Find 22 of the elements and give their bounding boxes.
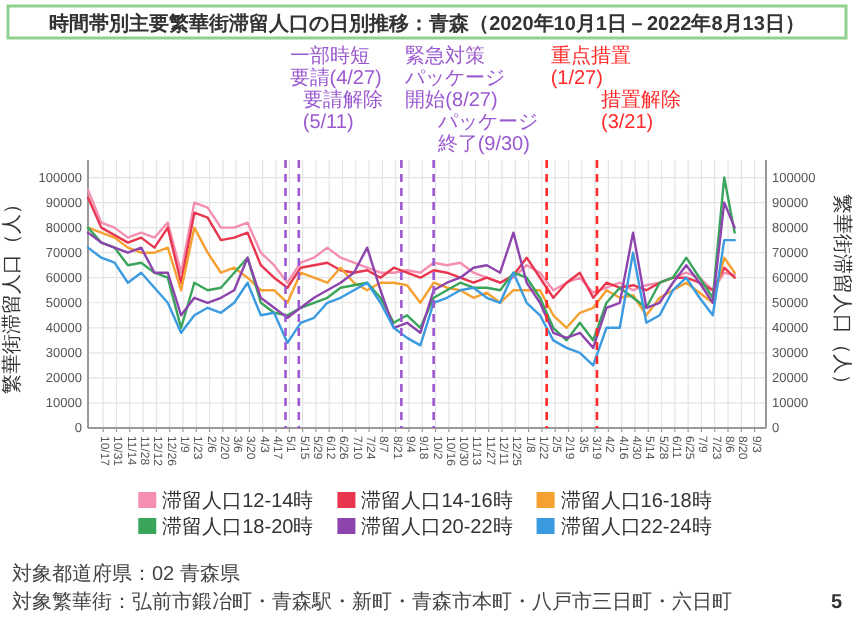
y2-axis-title: 繁華街滞留人口（人） (830, 194, 854, 394)
legend-label: 滞留人口12-14時 (162, 489, 314, 513)
legend-label: 滞留人口22-24時 (560, 515, 712, 539)
ref-line-label: 重点措置(1/27) (550, 44, 631, 90)
text: 対象繁華街：弘前市鍛冶町・青森駅・新町・青森市本町・八戸市三日町・六日町 (12, 590, 732, 614)
ref-line-label: パッケージ終了(9/30) (435, 112, 538, 156)
y-axis-title: 繁華街滞留人口（人） (0, 194, 24, 394)
line-series (86, 201, 736, 350)
ref-line-label: 要請解除(5/11) (302, 88, 383, 134)
ref-line-label: 緊急対策パッケージ開始(8/27) (403, 44, 506, 112)
legend-label: 滞留人口20-22時 (361, 515, 513, 539)
ref-line-label: 一部時短要請(4/27) (289, 44, 382, 90)
line-series (86, 176, 736, 342)
legend-label: 滞留人口18-20時 (162, 515, 314, 539)
ref-line-label: 措置解除(3/21) (600, 88, 681, 134)
text: 5 (830, 592, 843, 614)
legend-label: 滞留人口14-16時 (361, 489, 513, 513)
line-series (86, 226, 736, 330)
text: 対象都道府県：02 青森県 (12, 562, 240, 586)
legend-label: 滞留人口16-18時 (560, 489, 712, 513)
chart-title: 時間帯別主要繁華街滞留人口の日別推移：青森（2020年10月1日－2022年8月13日） (49, 12, 805, 36)
line-series (86, 238, 736, 367)
